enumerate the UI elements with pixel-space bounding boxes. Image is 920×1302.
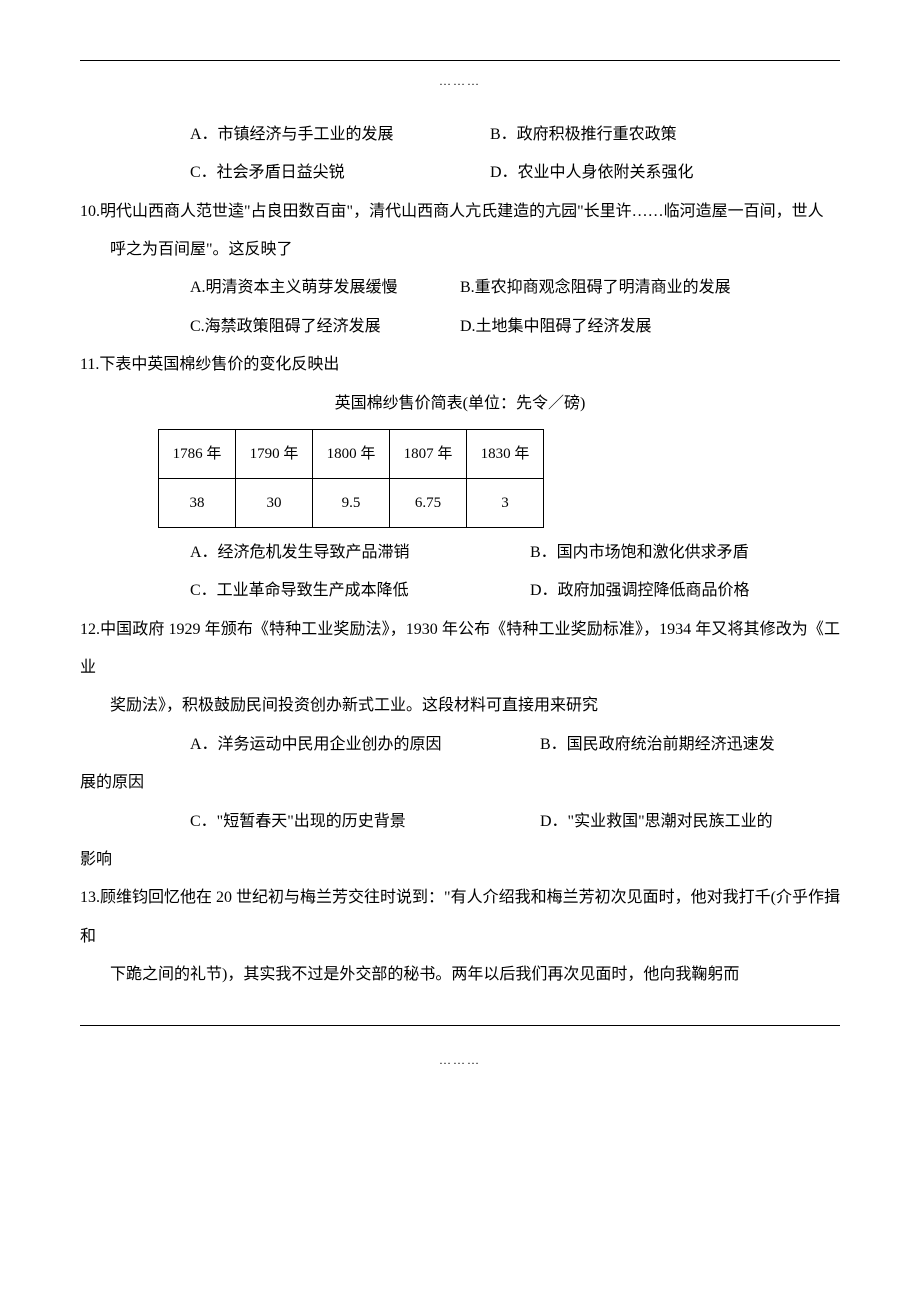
q11-options-row-1: A．经济危机发生导致产品滞销 B．国内市场饱和激化供求矛盾 [80,534,840,572]
q11-th-3: 1807 年 [390,429,467,478]
q11-caption: 英国棉纱售价简表(单位：先令／磅) [80,385,840,423]
q12-option-c: C．"短暂春天"出现的历史背景 [190,803,540,841]
footer-dots: ……… [80,1046,840,1075]
q9-options-row-2: C．社会矛盾日益尖锐 D．农业中人身依附关系强化 [80,154,840,192]
q12-option-b-line2: 展的原因 [80,764,840,802]
q11-th-4: 1830 年 [467,429,544,478]
q11-td-2: 9.5 [313,478,390,527]
q12-options-row-2: C．"短暂春天"出现的历史背景 D．"实业救国"思潮对民族工业的 [80,803,840,841]
q10-option-d: D.土地集中阻碍了经济发展 [460,308,652,346]
q11-stem: 11.下表中英国棉纱售价的变化反映出 [80,346,840,384]
q11-td-0: 38 [159,478,236,527]
q11-option-c: C．工业革命导致生产成本降低 [190,572,530,610]
q11-td-3: 6.75 [390,478,467,527]
q11-th-2: 1800 年 [313,429,390,478]
q11-th-0: 1786 年 [159,429,236,478]
q10-option-a: A.明清资本主义萌芽发展缓慢 [190,269,460,307]
q11-td-4: 3 [467,478,544,527]
q9-option-d: D．农业中人身依附关系强化 [490,154,694,192]
q13-stem-1: 13.顾维钧回忆他在 20 世纪初与梅兰芳交往时说到："有人介绍我和梅兰芳初次见… [80,879,840,956]
q10-stem-1: 10.明代山西商人范世逵"占良田数百亩"，清代山西商人亢氏建造的亢园"长里许……… [80,193,840,231]
table-row: 38 30 9.5 6.75 3 [159,478,544,527]
q11-option-a: A．经济危机发生导致产品滞销 [190,534,530,572]
q12-option-d-line2: 影响 [80,841,840,879]
q9-option-a: A．市镇经济与手工业的发展 [190,116,490,154]
q12-option-d-line1: D．"实业救国"思潮对民族工业的 [540,803,773,841]
q12-option-a: A．洋务运动中民用企业创办的原因 [190,726,540,764]
q10-stem-2: 呼之为百间屋"。这反映了 [80,231,840,269]
top-rule [80,60,840,61]
q12-stem-1: 12.中国政府 1929 年颁布《特种工业奖励法》，1930 年公布《特种工业奖… [80,611,840,688]
q12-options-row-1: A．洋务运动中民用企业创办的原因 B．国民政府统治前期经济迅速发 [80,726,840,764]
q11-option-b: B．国内市场饱和激化供求矛盾 [530,534,749,572]
q11-th-1: 1790 年 [236,429,313,478]
header-dots: ……… [80,67,840,96]
q11-td-1: 30 [236,478,313,527]
q10-options-row-1: A.明清资本主义萌芽发展缓慢 B.重农抑商观念阻碍了明清商业的发展 [80,269,840,307]
q10-options-row-2: C.海禁政策阻碍了经济发展 D.土地集中阻碍了经济发展 [80,308,840,346]
q10-option-c: C.海禁政策阻碍了经济发展 [190,308,460,346]
q9-options-row-1: A．市镇经济与手工业的发展 B．政府积极推行重农政策 [80,116,840,154]
q13-stem-2: 下跪之间的礼节)，其实我不过是外交部的秘书。两年以后我们再次见面时，他向我鞠躬而 [80,956,840,994]
q11-option-d: D．政府加强调控降低商品价格 [530,572,750,610]
q12-option-b-line1: B．国民政府统治前期经济迅速发 [540,726,775,764]
q11-table: 1786 年 1790 年 1800 年 1807 年 1830 年 38 30… [158,429,544,528]
q9-option-b: B．政府积极推行重农政策 [490,116,677,154]
table-row: 1786 年 1790 年 1800 年 1807 年 1830 年 [159,429,544,478]
footer-rule [80,1025,840,1026]
q10-option-b: B.重农抑商观念阻碍了明清商业的发展 [460,269,731,307]
q11-options-row-2: C．工业革命导致生产成本降低 D．政府加强调控降低商品价格 [80,572,840,610]
q9-option-c: C．社会矛盾日益尖锐 [190,154,490,192]
q12-stem-2: 奖励法》，积极鼓励民间投资创办新式工业。这段材料可直接用来研究 [80,687,840,725]
